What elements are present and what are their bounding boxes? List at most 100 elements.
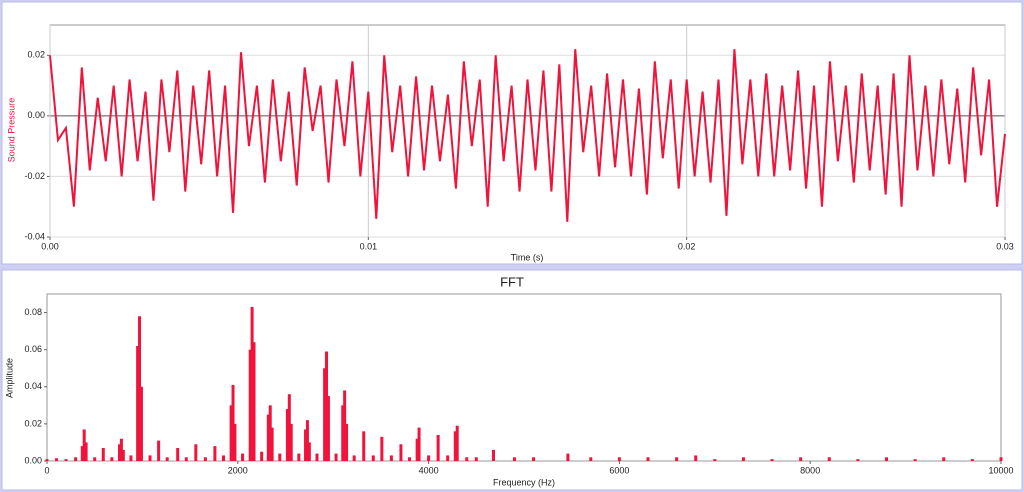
bar xyxy=(512,457,516,461)
bar xyxy=(304,429,308,461)
bar xyxy=(371,455,375,461)
bar xyxy=(352,455,356,461)
bar xyxy=(307,442,311,461)
bar xyxy=(770,459,774,461)
bar xyxy=(417,427,421,461)
bar xyxy=(278,453,282,461)
bar xyxy=(270,427,274,461)
y-tick-label: -0.04 xyxy=(24,231,45,241)
bar xyxy=(266,414,270,461)
x-tick-label: 2000 xyxy=(228,465,248,475)
chart-title: FFT xyxy=(500,274,524,289)
bar xyxy=(913,459,917,461)
bar xyxy=(305,420,309,461)
bar xyxy=(252,342,256,461)
y-axis-title: Amplitude xyxy=(4,358,14,398)
bar xyxy=(343,390,347,461)
bar xyxy=(268,405,272,461)
bar xyxy=(474,457,478,461)
bar xyxy=(827,457,831,461)
bar xyxy=(287,394,291,461)
bar xyxy=(415,438,419,461)
bar xyxy=(436,435,440,461)
bar xyxy=(82,429,86,461)
y-axis-title: Sound Pressure xyxy=(6,98,16,163)
bar xyxy=(289,423,293,461)
bar xyxy=(589,457,593,461)
bar xyxy=(885,457,889,461)
bar xyxy=(119,438,123,461)
y-tick-label: 0.04 xyxy=(24,381,42,391)
bar xyxy=(446,455,450,461)
bar xyxy=(93,457,97,461)
y-tick-label: 0.02 xyxy=(27,50,45,60)
bar xyxy=(334,453,338,461)
bar xyxy=(566,453,570,461)
bar xyxy=(213,446,217,461)
y-tick-label: 0.00 xyxy=(27,110,45,120)
bar xyxy=(389,455,393,461)
bar xyxy=(970,459,974,461)
bar xyxy=(241,453,245,461)
bar xyxy=(45,459,49,461)
x-tick-label: 6000 xyxy=(609,465,629,475)
bar xyxy=(326,396,330,461)
bar xyxy=(325,351,329,461)
bar xyxy=(148,455,152,461)
bar xyxy=(84,442,88,461)
waveform xyxy=(49,49,1006,222)
x-tick-label: 0.02 xyxy=(678,241,696,251)
y-tick-label: 0.02 xyxy=(24,418,42,428)
bar xyxy=(345,423,349,461)
bar xyxy=(999,457,1003,461)
bar xyxy=(165,457,169,461)
bar xyxy=(194,444,198,461)
y-tick-label: 0.06 xyxy=(24,344,42,354)
bar xyxy=(362,431,366,461)
bar xyxy=(323,368,327,461)
bar xyxy=(341,405,345,461)
bar xyxy=(203,457,207,461)
bar xyxy=(694,455,698,461)
bar xyxy=(315,453,319,461)
bar xyxy=(121,449,125,461)
bar xyxy=(491,449,495,461)
bar xyxy=(229,405,233,461)
y-tick-label: 0.08 xyxy=(24,307,42,317)
bar xyxy=(157,440,161,461)
bar xyxy=(136,345,140,461)
x-tick-label: 8000 xyxy=(800,465,820,475)
bar xyxy=(942,457,946,461)
x-axis-title: Frequency (Hz) xyxy=(493,477,555,487)
bar xyxy=(455,425,459,461)
x-tick-label: 0.01 xyxy=(360,241,378,251)
bar xyxy=(260,451,264,461)
x-tick-label: 0.00 xyxy=(41,241,59,251)
bar xyxy=(184,457,188,461)
bar xyxy=(675,457,679,461)
plot-area xyxy=(46,293,1002,462)
bar xyxy=(399,444,403,461)
bar xyxy=(297,453,301,461)
bar xyxy=(427,455,431,461)
bar xyxy=(80,446,84,461)
bar xyxy=(453,431,457,461)
y-tick-label: -0.02 xyxy=(24,171,45,181)
bar xyxy=(285,409,289,461)
bar xyxy=(138,316,142,461)
bar xyxy=(74,457,78,461)
bar xyxy=(856,459,860,461)
bar xyxy=(118,444,122,461)
bar xyxy=(532,457,536,461)
x-tick-label: 4000 xyxy=(419,465,439,475)
bar xyxy=(713,459,717,461)
bar xyxy=(139,386,143,461)
bar xyxy=(617,457,621,461)
bar xyxy=(221,455,225,461)
x-tick-label: 0.03 xyxy=(996,241,1014,251)
bar xyxy=(250,306,254,461)
bar xyxy=(465,457,469,461)
x-axis-title: Time (s) xyxy=(511,252,544,262)
y-tick-label: 0.00 xyxy=(24,455,42,465)
